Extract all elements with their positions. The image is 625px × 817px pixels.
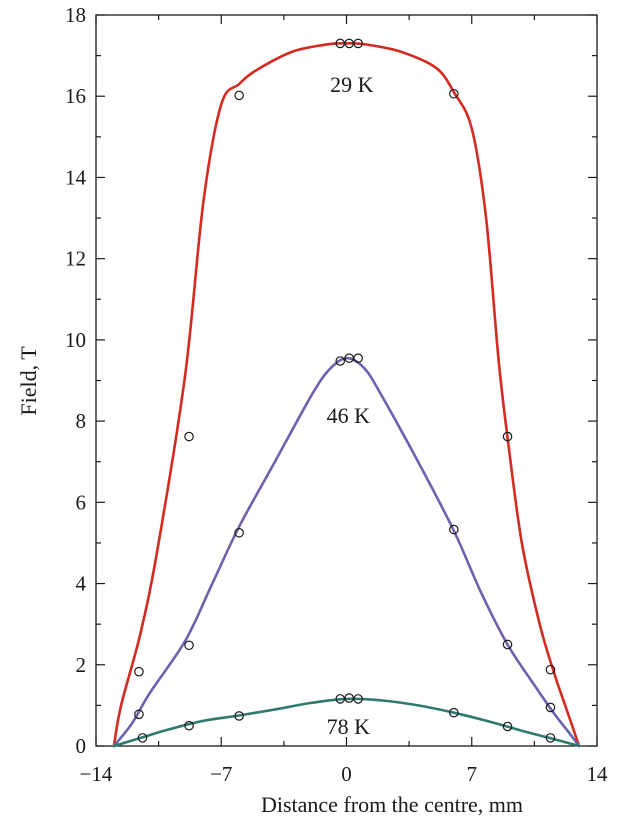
x-tick-label: −14 [80,762,113,786]
y-tick-label: 2 [76,653,87,677]
x-tick-label: 0 [341,762,352,786]
y-axis-ticks: 0 2 4 6 8 10 12 14 16 18 [65,3,597,758]
y-tick-label: 18 [65,3,86,27]
data-point-29k [502,431,513,442]
plot-frame [95,14,598,747]
y-tick-label: 0 [76,734,87,758]
x-axis-title: Distance from the centre, mm [261,792,523,817]
x-tick-label: −7 [210,762,232,786]
series-line-29k [112,42,581,748]
data-point-78k [545,733,556,743]
data-point-46k [353,353,363,363]
series-annotation: 29 K [330,72,374,97]
x-tick-label: 7 [467,762,478,786]
y-tick-label: 6 [76,490,87,514]
plot-border [95,14,598,747]
data-point-29k [449,88,459,99]
data-point-46k [502,639,513,650]
annotation-layer: 29 K 46 K 78 K [327,72,374,739]
series-46k [112,353,581,748]
data-point-46k [134,709,144,720]
data-point-46k [545,702,556,713]
y-tick-label: 16 [65,84,86,108]
data-point-78k [502,721,513,732]
y-tick-label: 10 [65,328,86,352]
data-point-29k [184,431,194,442]
x-axis-ticks: −14 −7 0 7 14 [80,15,608,786]
x-tick-label: 14 [587,762,609,786]
series-layer [112,38,581,748]
series-78k [112,693,581,748]
data-point-46k [184,640,194,651]
data-point-78k [234,711,244,721]
y-axis-title: Field, T [16,346,41,416]
data-point-29k [353,38,363,49]
y-tick-label: 12 [65,247,86,271]
y-tick-label: 14 [65,165,87,189]
series-29k [112,38,581,748]
series-line-46k [112,356,581,748]
data-point-46k [234,527,244,538]
data-point-78k [353,694,363,704]
data-point-78k [335,694,346,704]
series-annotation: 78 K [327,714,371,739]
data-point-78k [344,693,354,703]
series-annotation: 46 K [327,403,371,428]
data-point-29k [234,90,244,101]
data-point-29k [545,664,556,675]
data-point-78k [184,720,194,731]
series-line-78k [112,697,581,748]
data-point-29k [134,666,144,677]
y-tick-label: 4 [76,572,87,596]
data-point-78k [137,733,148,743]
data-point-78k [449,707,459,718]
y-tick-label: 8 [76,409,87,433]
data-point-46k [335,356,346,366]
data-point-46k [449,524,459,535]
